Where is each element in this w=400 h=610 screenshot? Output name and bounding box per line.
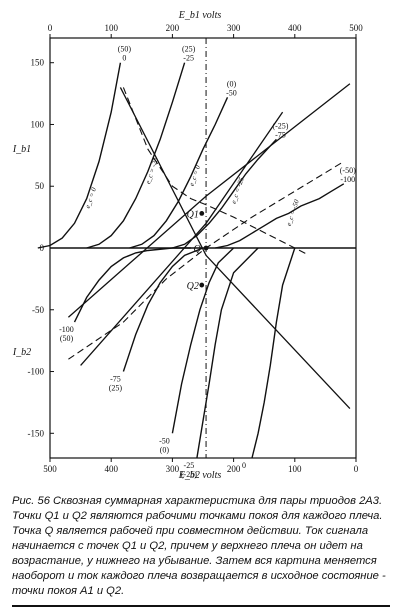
left-tick-label: -100 — [28, 367, 45, 377]
curve-label-bottom: -25 — [183, 54, 194, 63]
upper-plate-curve — [172, 138, 277, 249]
curve-label-top: -50 — [159, 436, 170, 445]
top-tick-label: 200 — [166, 23, 180, 33]
bottom-tick-label: 400 — [104, 464, 118, 474]
curve-label-bottom: 0 — [122, 54, 126, 63]
grid-voltage-label: e_c = 0 — [188, 164, 202, 187]
lower-plate-curve — [122, 247, 204, 372]
upper-plate-curve — [129, 97, 229, 249]
grid-voltage-label: e_c = -25 — [144, 156, 160, 185]
top-axis-title: E_b1 volts — [178, 10, 222, 21]
operating-point — [199, 211, 205, 216]
plate-curves — [37, 62, 345, 459]
bottom-tick-label: 200 — [227, 464, 241, 474]
curve-label-bottom: -100 — [340, 175, 355, 184]
left-tick-label: 50 — [35, 181, 45, 191]
curve-label-bottom: (50) — [60, 334, 74, 343]
curve-label-top: (0) — [227, 79, 237, 88]
curve-label-bottom: -50 — [226, 88, 237, 97]
curve-label-bottom: (0) — [160, 445, 170, 454]
upper-axis-title: I_b1 — [12, 144, 31, 155]
operating-point-label: Q — [193, 244, 201, 255]
curve-label-top: (-25) — [272, 121, 288, 130]
bottom-tick-label: 100 — [288, 464, 302, 474]
curve-label-top: (50) — [118, 45, 132, 54]
load-line — [67, 83, 351, 318]
upper-plate-curve — [215, 183, 345, 249]
load-line — [119, 87, 351, 410]
lower-axis-title: I_b2 — [12, 347, 31, 358]
lower-plate-curve — [73, 247, 191, 323]
operating-point — [199, 282, 205, 288]
figure-caption: Рис. 56 Сквозная суммарная характеристик… — [12, 495, 386, 597]
curve-label-bottom: -75 — [275, 130, 286, 139]
curve-label-bottom: (25) — [109, 384, 123, 393]
caption-underline — [12, 605, 390, 607]
left-tick-label: 150 — [31, 58, 45, 68]
lower-plate-curve — [196, 247, 259, 459]
composite-dashed-line — [122, 87, 308, 255]
curve-label-top: (25) — [182, 45, 196, 54]
chart-labels: (50)0e_c = 0(25)-25e_c = -25(0)-50e_c = … — [59, 45, 356, 479]
top-tick-label: 300 — [227, 23, 241, 33]
operating-point-label: Q2 — [187, 281, 199, 292]
curve-label-top: -75 — [110, 375, 121, 384]
curve-label-top: 0 — [242, 461, 246, 470]
load-line — [80, 111, 284, 366]
curve-label-bottom: (-25) — [181, 470, 197, 479]
operating-point-label: Q1 — [187, 209, 199, 220]
bottom-axis-title: E_b2 volts — [178, 470, 222, 481]
top-tick-label: 500 — [349, 23, 363, 33]
curve-label-top: -25 — [184, 461, 195, 470]
grid-voltage-label: e_c = -25 — [230, 176, 246, 205]
grid-voltage-label: e_c = -50 — [285, 198, 301, 227]
lower-plate-curve — [251, 247, 296, 459]
operating-point — [203, 245, 209, 251]
grid-voltage-label: e_c = 0 — [84, 186, 98, 209]
load-lines — [67, 83, 351, 410]
top-tick-label: 400 — [288, 23, 302, 33]
top-tick-label: 0 — [48, 23, 53, 33]
left-tick-label: -150 — [28, 428, 45, 438]
bottom-tick-label: 300 — [166, 464, 180, 474]
upper-plate-curve — [37, 62, 122, 249]
lower-plate-curve — [171, 247, 235, 434]
bottom-tick-label: 500 — [43, 464, 57, 474]
upper-plate-curve — [86, 62, 186, 249]
bottom-tick-label: 0 — [354, 464, 359, 474]
left-tick-label: 100 — [31, 119, 45, 129]
curve-label-top: (-50) — [340, 166, 356, 175]
top-tick-label: 100 — [104, 23, 118, 33]
curve-label-top: -100 — [59, 325, 74, 334]
left-tick-label: -50 — [32, 305, 44, 315]
left-tick-label: 0 — [40, 243, 45, 253]
